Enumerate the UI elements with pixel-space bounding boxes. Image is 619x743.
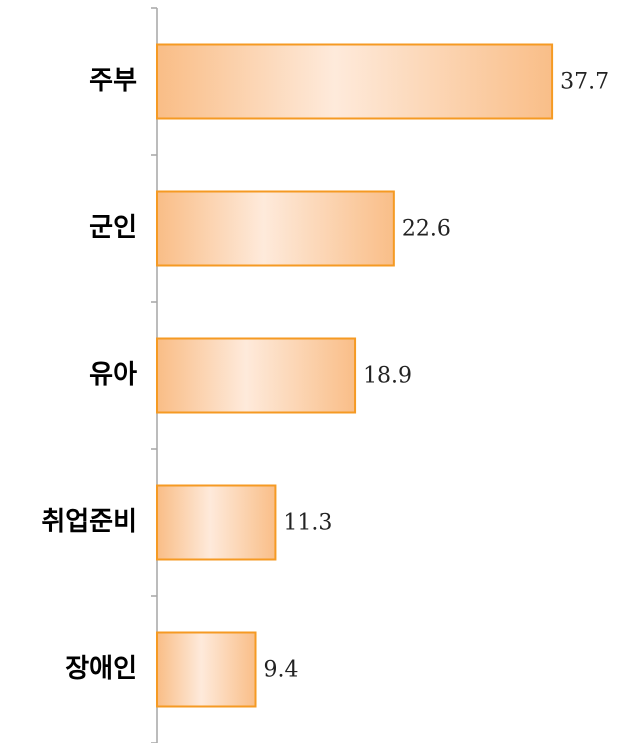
bar [156,337,357,414]
category-label: 유아 [89,360,137,390]
category-label: 장애인 [65,654,137,684]
data-label: 22.6 [402,217,451,242]
bar [156,190,395,267]
bar [156,484,277,561]
category-label: 취업준비 [41,507,137,537]
bar [156,43,554,120]
data-label: 11.3 [283,511,332,536]
category-label: 주부 [89,66,137,96]
category-label: 군인 [89,213,137,243]
data-label: 9.4 [264,658,299,683]
data-label: 18.9 [363,364,412,389]
data-label: 37.7 [560,70,609,95]
bar [156,631,257,708]
